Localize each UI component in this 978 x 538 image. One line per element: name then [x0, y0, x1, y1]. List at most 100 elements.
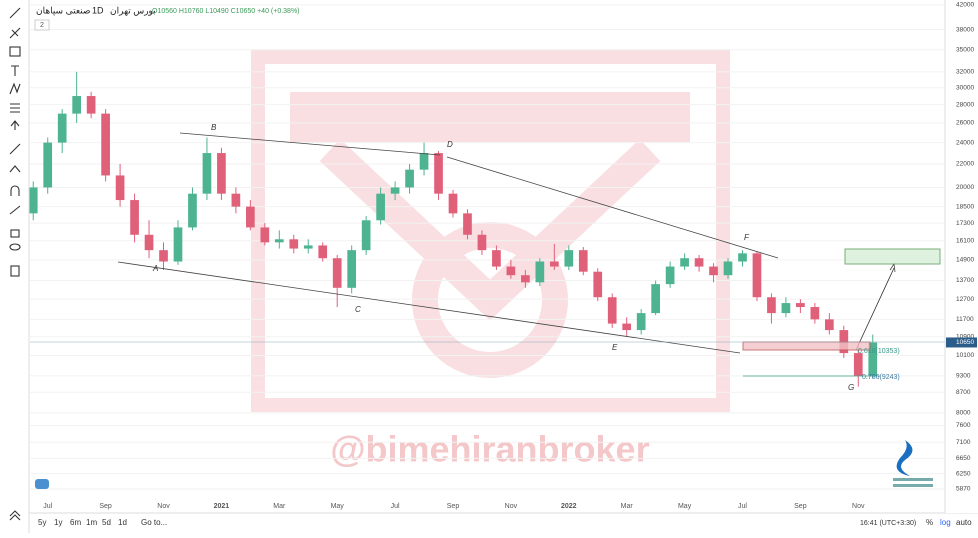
x-tick-label: Sep — [447, 503, 460, 510]
x-tick-label: Nov — [505, 503, 518, 510]
candle-body — [521, 275, 530, 283]
y-tick-label: 6650 — [956, 455, 971, 462]
candle-body — [303, 245, 313, 249]
candle-body — [767, 297, 776, 314]
tool-icon[interactable] — [9, 46, 21, 57]
y-tick-label: 26000 — [956, 120, 974, 127]
candle-body — [810, 307, 820, 320]
range-button[interactable]: 5d — [102, 518, 111, 527]
x-tick-label: 2022 — [561, 503, 577, 510]
tool-icon[interactable] — [10, 103, 20, 113]
candle-body — [419, 153, 429, 170]
last-price-box — [946, 337, 977, 348]
x-tick-label: May — [331, 503, 345, 510]
bottom-bar: 5y 1y 6m 1m 5d 1d — [38, 518, 127, 527]
y-tick-label: 7600 — [956, 422, 971, 429]
candle-body — [115, 175, 125, 201]
y-tick-label: 9300 — [956, 373, 971, 380]
candle-body — [593, 271, 603, 298]
interval: 1D — [92, 5, 104, 15]
candle-body — [28, 187, 38, 214]
wave-label: C — [355, 305, 361, 314]
exchange: بورس تهران — [110, 5, 156, 16]
ohlc: O10560 H10760 L10490 C10650 +40 (+0.38%) — [152, 8, 300, 15]
collapse-button[interactable] — [34, 19, 50, 31]
candle-body — [622, 323, 632, 331]
tool-icon[interactable] — [11, 65, 19, 76]
y-tick-label: 42000 — [956, 2, 974, 9]
x-tick-label: Mar — [273, 503, 286, 510]
candle-body — [535, 261, 545, 283]
candle-body — [665, 266, 675, 285]
wave-label: E — [612, 343, 618, 352]
candle-body — [188, 193, 197, 228]
candle-body — [680, 258, 689, 267]
tool-icon[interactable] — [10, 229, 20, 238]
plot — [28, 4, 945, 490]
candle-body — [463, 213, 472, 235]
y-tick-label: 28000 — [956, 101, 974, 108]
candle-body — [694, 258, 704, 267]
range-button[interactable]: 1d — [118, 518, 127, 527]
y-tick-label: 10100 — [956, 352, 974, 359]
y-tick-label: 6250 — [956, 470, 971, 477]
tool-icon[interactable] — [9, 82, 21, 95]
range-button[interactable]: 1m — [86, 518, 97, 527]
fib-label: 0.786(9243) — [862, 374, 900, 381]
x-tick-label: Sep — [794, 503, 807, 510]
tool-icon[interactable] — [9, 510, 21, 521]
log-toggle[interactable]: log — [940, 518, 951, 527]
candle-body — [738, 253, 747, 262]
candle-body — [86, 96, 96, 114]
y-tick-label: 30000 — [956, 84, 974, 91]
x-tick-label: May — [678, 503, 692, 510]
candle-body — [405, 169, 414, 188]
price-axis — [945, 0, 978, 513]
tool-icon[interactable] — [10, 265, 20, 277]
range-button[interactable]: 5y — [38, 518, 46, 527]
x-tick-label: Jul — [43, 503, 52, 510]
auto-toggle[interactable]: auto — [956, 518, 972, 527]
wave-label: D — [447, 140, 453, 149]
tool-icon[interactable] — [9, 7, 21, 19]
range-button[interactable]: 1y — [54, 518, 62, 527]
candle-body — [72, 96, 82, 114]
candle-body — [477, 234, 487, 251]
tool-icon[interactable] — [9, 165, 21, 173]
y-tick-label: 14900 — [956, 257, 974, 264]
candle-body — [332, 258, 342, 288]
tool-icon[interactable] — [10, 185, 20, 196]
percent-toggle[interactable]: % — [926, 518, 933, 527]
candle-body — [492, 250, 501, 267]
tool-icon[interactable] — [10, 120, 20, 130]
candle-body — [173, 227, 183, 262]
tool-icon[interactable] — [9, 243, 21, 251]
candle-body — [144, 234, 154, 251]
y-tick-label: 8700 — [956, 389, 971, 396]
range-button[interactable]: 6m — [70, 518, 81, 527]
goto-button[interactable]: Go to... — [141, 518, 167, 527]
y-tick-label: 13700 — [956, 277, 974, 284]
candle-body — [434, 153, 443, 194]
zone-box — [742, 341, 871, 351]
candle-body — [390, 187, 400, 194]
x-tick-label: 2021 — [214, 503, 230, 510]
candle-body — [130, 200, 139, 235]
candle-body — [57, 113, 67, 143]
last-price-label: 10650 — [956, 339, 974, 346]
candle-body — [752, 253, 762, 298]
left-toolbar — [0, 0, 30, 533]
candle-body — [260, 227, 270, 243]
tool-icon[interactable] — [9, 27, 21, 39]
tool-icon[interactable] — [9, 143, 21, 155]
y-tick-label: 10900 — [956, 333, 974, 340]
candle-body — [781, 303, 791, 314]
timezone[interactable]: 16:41 (UTC+3:30) — [860, 520, 916, 527]
cloud-icon[interactable] — [35, 479, 49, 489]
tool-icon[interactable] — [9, 205, 21, 215]
broker-logo — [893, 440, 933, 487]
candle-body — [824, 319, 834, 331]
x-tick-label: Jul — [738, 503, 747, 510]
watermark-text: @bimehiranbroker — [330, 429, 649, 470]
